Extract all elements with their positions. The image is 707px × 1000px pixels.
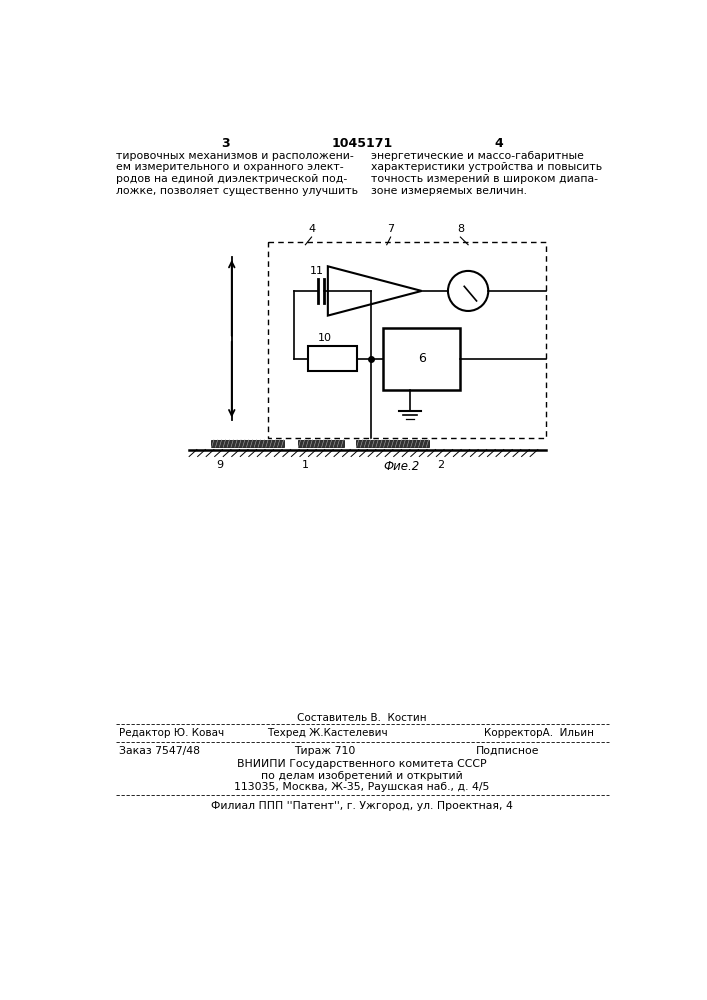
Text: энергетические и массо-габаритные
характеристики устройства и повысить
точность : энергетические и массо-габаритные характ… — [371, 151, 602, 196]
Text: 4: 4 — [495, 137, 503, 150]
Bar — [211, 440, 284, 447]
Text: тировочных механизмов и расположени-
ем измерительного и охранного элект-
родов : тировочных механизмов и расположени- ем … — [115, 151, 358, 196]
Text: 8: 8 — [457, 224, 464, 234]
Text: Подписное: Подписное — [476, 746, 539, 756]
Text: 1045171: 1045171 — [332, 137, 392, 150]
Text: 2: 2 — [438, 460, 445, 470]
Text: Редактор Ю. Ковач: Редактор Ю. Ковач — [119, 728, 225, 738]
Text: по делам изобретений и открытий: по делам изобретений и открытий — [261, 771, 463, 781]
Text: ВНИИПИ Государственного комитета СССР: ВНИИПИ Государственного комитета СССР — [237, 759, 486, 769]
Text: Филиал ППП ''Патент'', г. Ужгород, ул. Проектная, 4: Филиал ППП ''Патент'', г. Ужгород, ул. П… — [211, 801, 513, 811]
Text: Фие.2: Фие.2 — [383, 460, 419, 473]
Bar — [298, 440, 344, 447]
Bar — [308, 346, 357, 371]
Text: 11: 11 — [310, 266, 324, 276]
Text: 7: 7 — [387, 224, 395, 234]
Text: 9: 9 — [216, 460, 223, 470]
Bar — [356, 440, 429, 447]
Bar — [383, 328, 460, 389]
Text: Техред Ж.Кастелевич: Техред Ж.Кастелевич — [267, 728, 387, 738]
Text: 113035, Москва, Ж-35, Раушская наб., д. 4/5: 113035, Москва, Ж-35, Раушская наб., д. … — [234, 782, 490, 792]
Text: 4: 4 — [308, 224, 315, 234]
Text: Заказ 7547/48: Заказ 7547/48 — [119, 746, 200, 756]
Text: 10: 10 — [317, 333, 332, 343]
Text: Составитель В.  Костин: Составитель В. Костин — [297, 713, 427, 723]
Text: 1: 1 — [302, 460, 309, 470]
Text: Тираж 710: Тираж 710 — [293, 746, 355, 756]
Text: 6: 6 — [418, 352, 426, 365]
Text: 3: 3 — [221, 137, 230, 150]
Text: КорректорА.  Ильин: КорректорА. Ильин — [484, 728, 594, 738]
